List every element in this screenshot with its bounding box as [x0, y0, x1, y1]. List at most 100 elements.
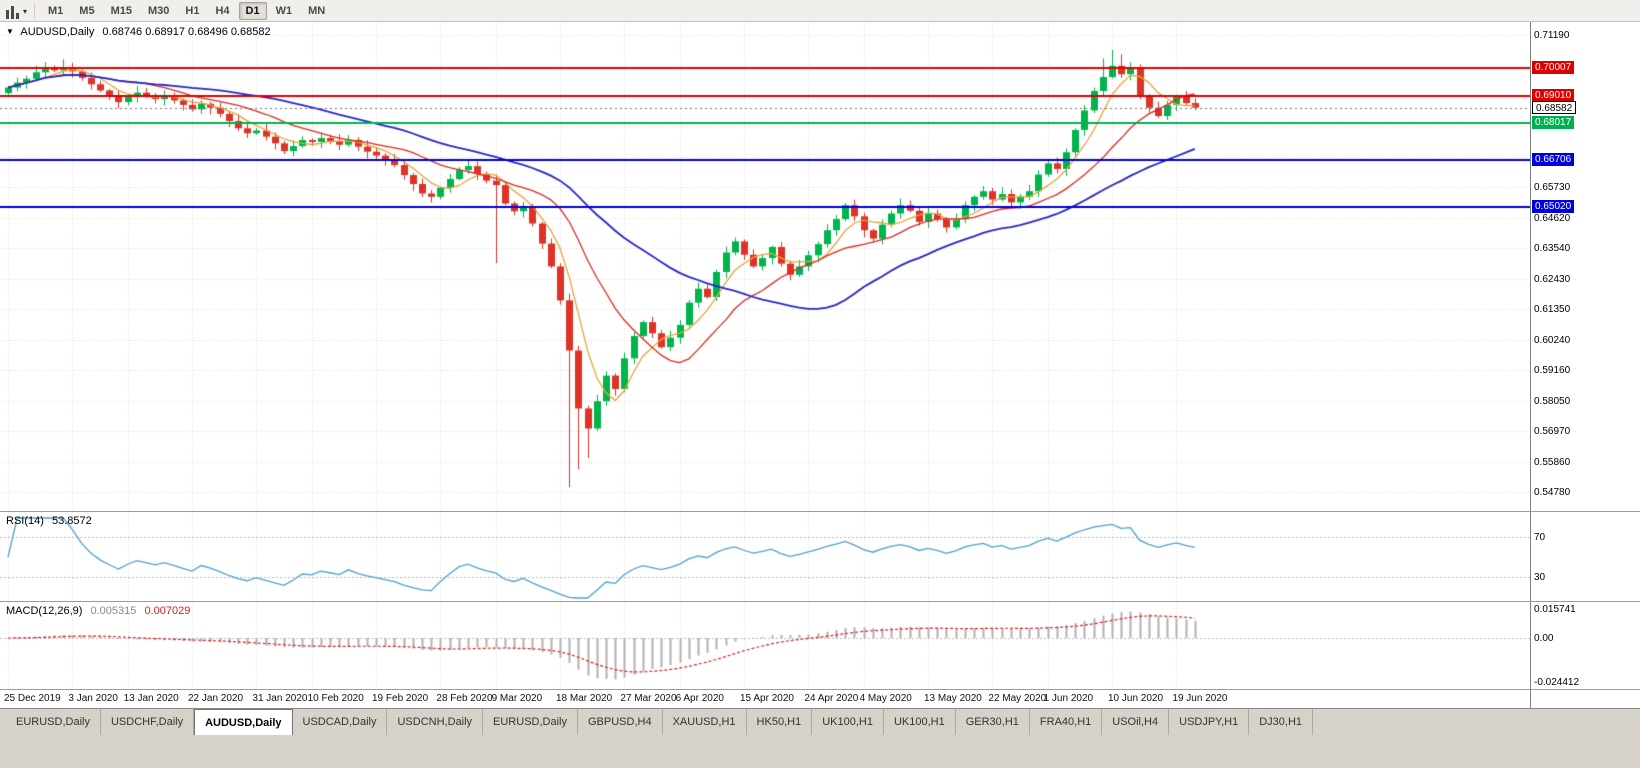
chart-tab-usdcnh-daily[interactable]: USDCNH,Daily [387, 709, 484, 735]
rsi-level-label: 70 [1534, 532, 1546, 543]
macd-axis-label: 0.00 [1534, 633, 1554, 644]
chart-tab-hk50-h1[interactable]: HK50,H1 [747, 709, 813, 735]
chart-tab-usdcad-daily[interactable]: USDCAD,Daily [293, 709, 388, 735]
price-axis-label: 0.64620 [1534, 212, 1571, 224]
time-axis-corner [1530, 690, 1640, 708]
time-axis-label: 6 Apr 2020 [675, 693, 724, 704]
candlestick-chart-icon [11, 5, 14, 19]
price-axis-label: 0.59160 [1534, 365, 1571, 377]
chart-tab-usoil-h4[interactable]: USOil,H4 [1102, 709, 1170, 735]
price-badge: 0.68017 [1532, 116, 1575, 130]
price-badge: 0.69010 [1532, 88, 1575, 102]
macd-title: MACD(12,26,9) 0.005315 0.007029 [6, 605, 190, 617]
candlestick-chart-icon [16, 12, 19, 19]
rsi-scale: 70 30 [1530, 512, 1640, 601]
price-axis-label: 0.62430 [1534, 273, 1571, 285]
rsi-panel: RSI(14) 53.8572 70 30 [0, 511, 1640, 602]
price-axis-label: 0.65730 [1534, 182, 1571, 194]
timeframe-button-h4[interactable]: H4 [215, 4, 230, 17]
rsi-canvas[interactable] [0, 512, 1530, 602]
chevron-down-icon: ▾ [23, 6, 28, 16]
rsi-title: RSI(14) 53.8572 [6, 515, 92, 527]
timeframe-button-m15[interactable]: M15 [110, 4, 132, 17]
time-axis-label: 1 Jun 2020 [1043, 693, 1094, 704]
time-axis-label: 9 Mar 2020 [491, 693, 543, 704]
time-axis: 25 Dec 2019 3 Jan 2020 13 Jan 2020 22 Jan 2… [0, 689, 1640, 708]
chart-tab-uk100-h1[interactable]: UK100,H1 [812, 709, 884, 735]
chart-tab-xauusd-h1[interactable]: XAUUSD,H1 [663, 709, 747, 735]
toolbar: ▾ M1 M5 M15 M30 H1 H4 D1 W1 MN [0, 0, 1640, 22]
time-axis-label: 15 Apr 2020 [740, 693, 794, 704]
time-axis-label: 27 Mar 2020 [620, 693, 677, 704]
price-axis-label: 0.55860 [1534, 456, 1571, 468]
time-axis-label: 25 Dec 2019 [4, 693, 61, 704]
chart-type-dropdown[interactable]: ▾ [4, 2, 36, 19]
status-area [0, 735, 1640, 768]
macd-signal-value: 0.007029 [144, 605, 191, 617]
chart-tab-bar: EURUSD,Daily USDCHF,Daily AUDUSD,Daily USDC… [0, 708, 1640, 735]
rsi-level-label: 30 [1534, 572, 1546, 583]
macd-name: MACD(12,26,9) [6, 605, 83, 617]
rsi-value: 53.8572 [51, 515, 92, 527]
timeframe-button-h1[interactable]: H1 [185, 4, 200, 17]
time-axis-label: 19 Jun 2020 [1172, 693, 1228, 704]
macd-main-value: 0.005315 [90, 605, 137, 617]
chart-tab-ger30-h1[interactable]: GER30,H1 [956, 709, 1030, 735]
macd-axis-label: -0.024412 [1534, 677, 1580, 689]
chart-tab-audusd-daily[interactable]: AUDUSD,Daily [194, 709, 293, 735]
chart-tab-fra40-h1[interactable]: FRA40,H1 [1030, 709, 1103, 735]
timeframe-button-group: M1 M5 M15 M30 H1 H4 D1 W1 MN [40, 1, 333, 20]
chart-tab-eurusd-daily[interactable]: EURUSD,Daily [6, 709, 101, 735]
macd-canvas[interactable] [0, 602, 1530, 690]
chart-tab-eurusd-daily[interactable]: EURUSD,Daily [483, 709, 578, 735]
price-badge: 0.65020 [1532, 199, 1575, 213]
macd-panel: MACD(12,26,9) 0.005315 0.007029 0.015741… [0, 601, 1640, 690]
timeframe-button-m1[interactable]: M1 [48, 4, 64, 17]
time-axis-label: 28 Feb 2020 [436, 693, 493, 704]
chart-symbol: AUDUSD,Daily [20, 26, 95, 38]
time-axis-label: 3 Jan 2020 [68, 693, 118, 704]
chart-ohlc-values: 0.68746 0.68917 0.68496 0.68582 [102, 26, 271, 38]
price-chart-canvas[interactable] [0, 22, 1530, 511]
chart-tab-gbpusd-h4[interactable]: GBPUSD,H4 [578, 709, 663, 735]
time-axis-label: 10 Jun 2020 [1108, 693, 1164, 704]
price-axis-label: 0.58050 [1534, 395, 1571, 407]
price-badge: 0.68582 [1532, 100, 1577, 114]
time-axis-label: 19 Feb 2020 [372, 693, 429, 704]
main-chart-panel: ▼ AUDUSD,Daily 0.68746 0.68917 0.68496 0… [0, 22, 1640, 511]
timeframe-button-d1[interactable]: D1 [238, 1, 267, 20]
chart-tab-usdjpy-h1[interactable]: USDJPY,H1 [1169, 709, 1250, 735]
chart-tab-usdchf-daily[interactable]: USDCHF,Daily [101, 709, 195, 735]
price-axis-label: 0.56970 [1534, 426, 1571, 437]
price-axis-label: 0.54780 [1534, 487, 1571, 498]
price-axis-label: 0.71190 [1534, 30, 1570, 41]
time-axis-label: 22 May 2020 [988, 693, 1047, 704]
time-axis-label: 13 Jan 2020 [123, 693, 179, 704]
timeframe-button-w1[interactable]: W1 [275, 4, 293, 17]
price-badge: 0.70007 [1532, 60, 1575, 74]
chart-dropdown-icon: ▼ [6, 27, 14, 36]
timeframe-button-m30[interactable]: M30 [147, 4, 170, 17]
time-axis-label: 10 Feb 2020 [307, 693, 364, 704]
rsi-name: RSI(14) [6, 515, 44, 527]
chart-tab-dj30-h1[interactable]: DJ30,H1 [1249, 709, 1314, 735]
timeframe-button-m5[interactable]: M5 [79, 4, 95, 17]
time-axis-label: 18 Mar 2020 [556, 693, 613, 704]
time-axis-label: 24 Apr 2020 [804, 693, 859, 704]
time-axis-label: 31 Jan 2020 [252, 693, 308, 704]
candlestick-chart-icon [6, 9, 9, 19]
chart-tab-uk100-h1[interactable]: UK100,H1 [884, 709, 956, 735]
time-axis-label: 22 Jan 2020 [188, 693, 244, 704]
timeframe-button-mn[interactable]: MN [308, 4, 326, 17]
time-axis-label: 4 May 2020 [859, 693, 912, 704]
price-axis-label: 0.63540 [1534, 243, 1571, 255]
price-badge: 0.66706 [1532, 152, 1575, 166]
chart-title: ▼ AUDUSD,Daily 0.68746 0.68917 0.68496 0… [6, 26, 271, 38]
macd-axis-label: 0.015741 [1534, 604, 1576, 616]
price-axis-label: 0.60240 [1534, 334, 1571, 346]
price-axis-label: 0.61350 [1534, 304, 1571, 316]
time-axis-label: 13 May 2020 [924, 693, 982, 704]
macd-scale: 0.015741 0.00 -0.024412 [1530, 602, 1640, 689]
price-scale: 0.711900.701100.690000.679200.668100.657… [1530, 22, 1640, 511]
